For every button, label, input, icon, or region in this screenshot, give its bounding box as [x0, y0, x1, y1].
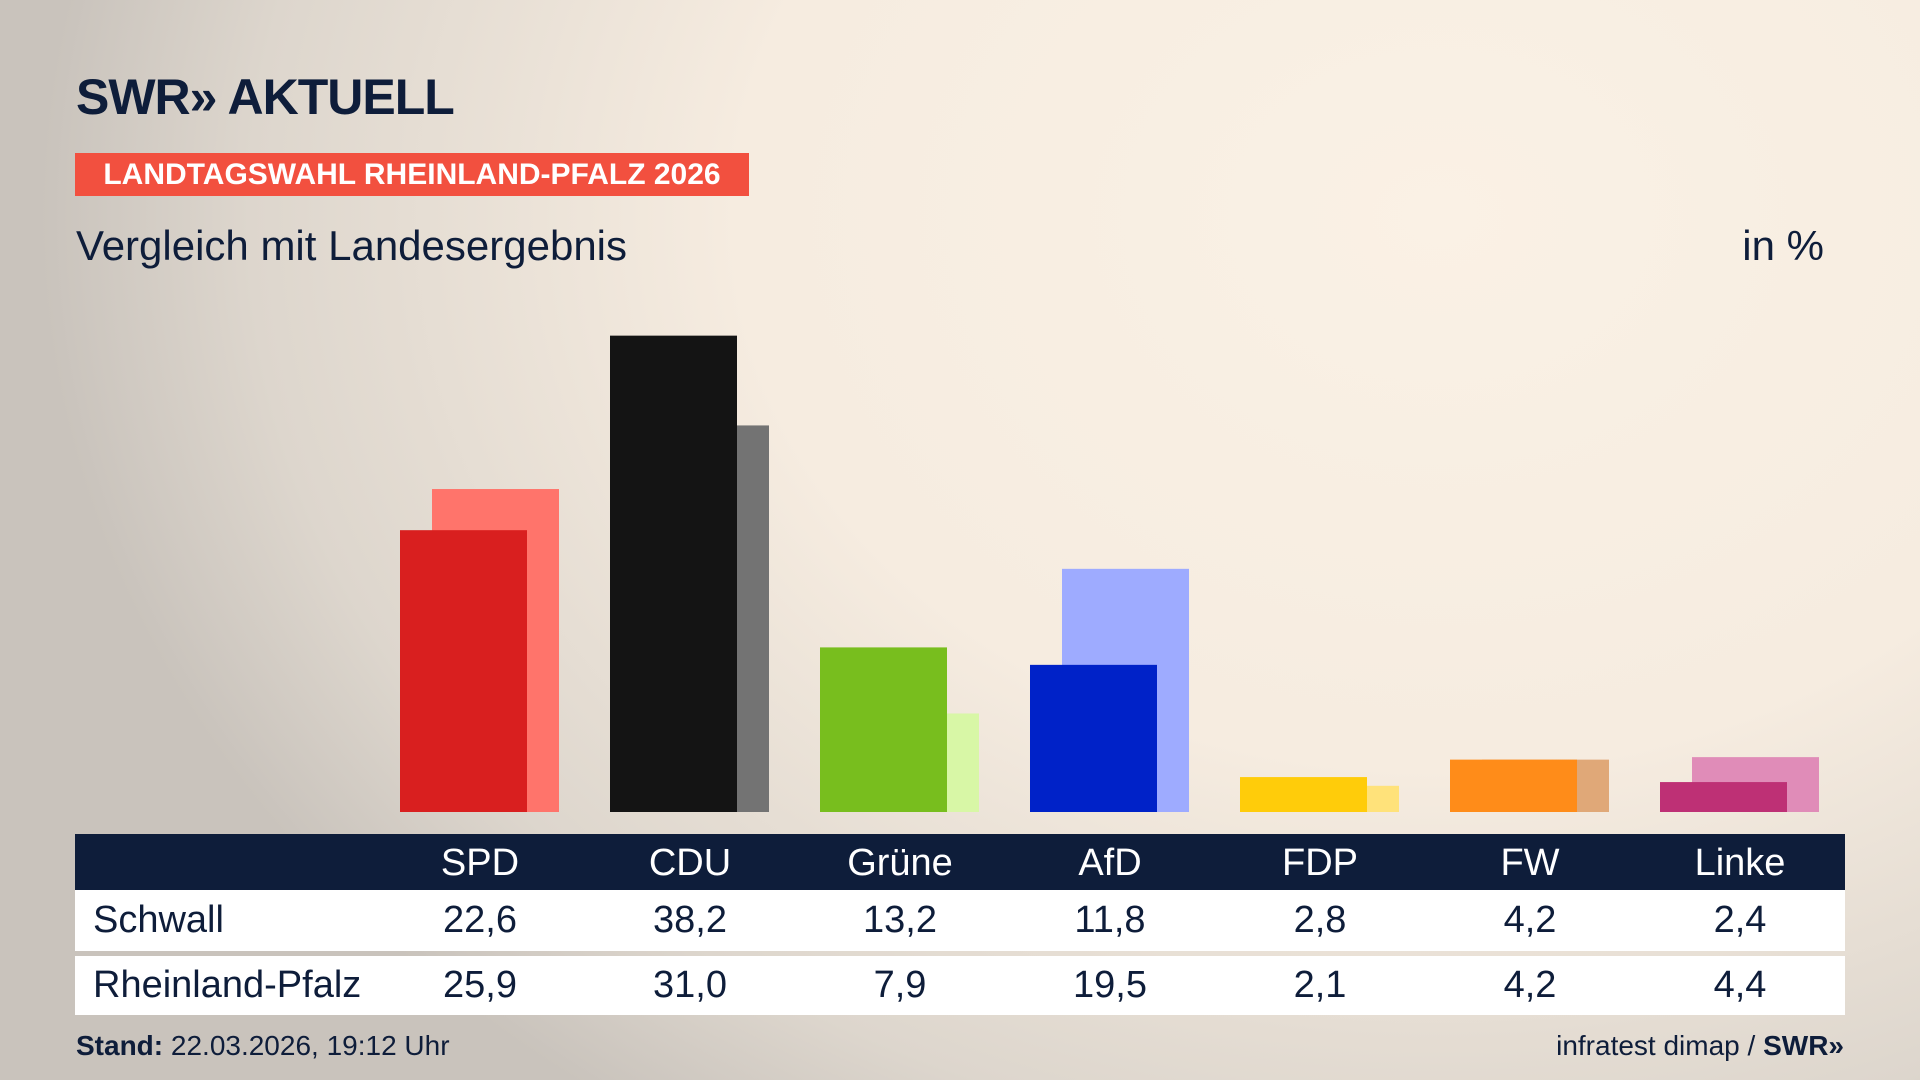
value-cell: 4,4	[1713, 964, 1767, 1006]
bar-chart	[400, 335, 1819, 812]
swr-logo-small: SWR»	[1763, 1030, 1844, 1061]
bar-schwall-fdp	[1240, 777, 1367, 812]
stand-value: 22.03.2026, 19:12 Uhr	[170, 1030, 450, 1061]
value-cell: 2,1	[1293, 964, 1347, 1006]
value-cell: 13,2	[863, 899, 937, 941]
column-header: CDU	[648, 842, 732, 884]
bar-schwall-cdu	[610, 335, 737, 812]
source: infratest dimap / SWR»	[1556, 1030, 1844, 1062]
column-header: Grüne	[847, 842, 953, 884]
column-header: FW	[1500, 842, 1560, 884]
value-cell: 38,2	[653, 899, 727, 941]
bar-schwall-spd	[400, 530, 527, 812]
bar-schwall-grüne	[820, 647, 947, 812]
bar-schwall-linke	[1660, 782, 1787, 812]
bar-schwall-afd	[1030, 664, 1157, 812]
table-header-row: SPD CDU Grüne AfD FDP FW Linke	[75, 834, 1845, 890]
value-cell: 11,8	[1074, 899, 1146, 941]
column-header: Linke	[1694, 842, 1786, 884]
timestamp: Stand: 22.03.2026, 19:12 Uhr	[76, 1030, 450, 1062]
column-header: FDP	[1282, 842, 1358, 884]
value-cell: 19,5	[1073, 964, 1147, 1006]
value-cell: 22,6	[443, 899, 517, 941]
unit-label: in %	[1742, 222, 1824, 269]
value-cell: 2,8	[1293, 899, 1347, 941]
value-cell: 4,2	[1503, 964, 1557, 1006]
bar-schwall-fw	[1450, 759, 1577, 812]
column-header: AfD	[1078, 842, 1142, 884]
swr-aktuell-logo: SWR» AKTUELL	[76, 69, 455, 125]
stand-label: Stand:	[76, 1030, 164, 1061]
value-cell: 25,9	[443, 964, 517, 1006]
chart-title: Vergleich mit Landesergebnis	[76, 222, 628, 269]
value-cell: 7,9	[873, 964, 927, 1006]
row-label: Schwall	[93, 899, 224, 941]
table-row-rheinland-pfalz: Rheinland-Pfalz 25,9 31,0 7,9 19,5 2,1 4,2 4,4	[75, 956, 1845, 1015]
source-text: infratest dimap /	[1556, 1030, 1756, 1061]
column-header: SPD	[440, 842, 520, 884]
value-cell: 4,2	[1503, 899, 1557, 941]
table-row-schwall: Schwall 22,6 38,2 13,2 11,8 2,8 4,2 2,4	[75, 890, 1845, 951]
value-cell: 2,4	[1713, 899, 1767, 941]
row-label: Rheinland-Pfalz	[93, 964, 362, 1006]
election-banner: LANDTAGSWAHL RHEINLAND-PFALZ 2026	[75, 153, 749, 196]
results-table: SPD CDU Grüne AfD FDP FW Linke Schwall 22,6 38,…	[75, 834, 1845, 1015]
value-cell: 31,0	[653, 964, 727, 1006]
